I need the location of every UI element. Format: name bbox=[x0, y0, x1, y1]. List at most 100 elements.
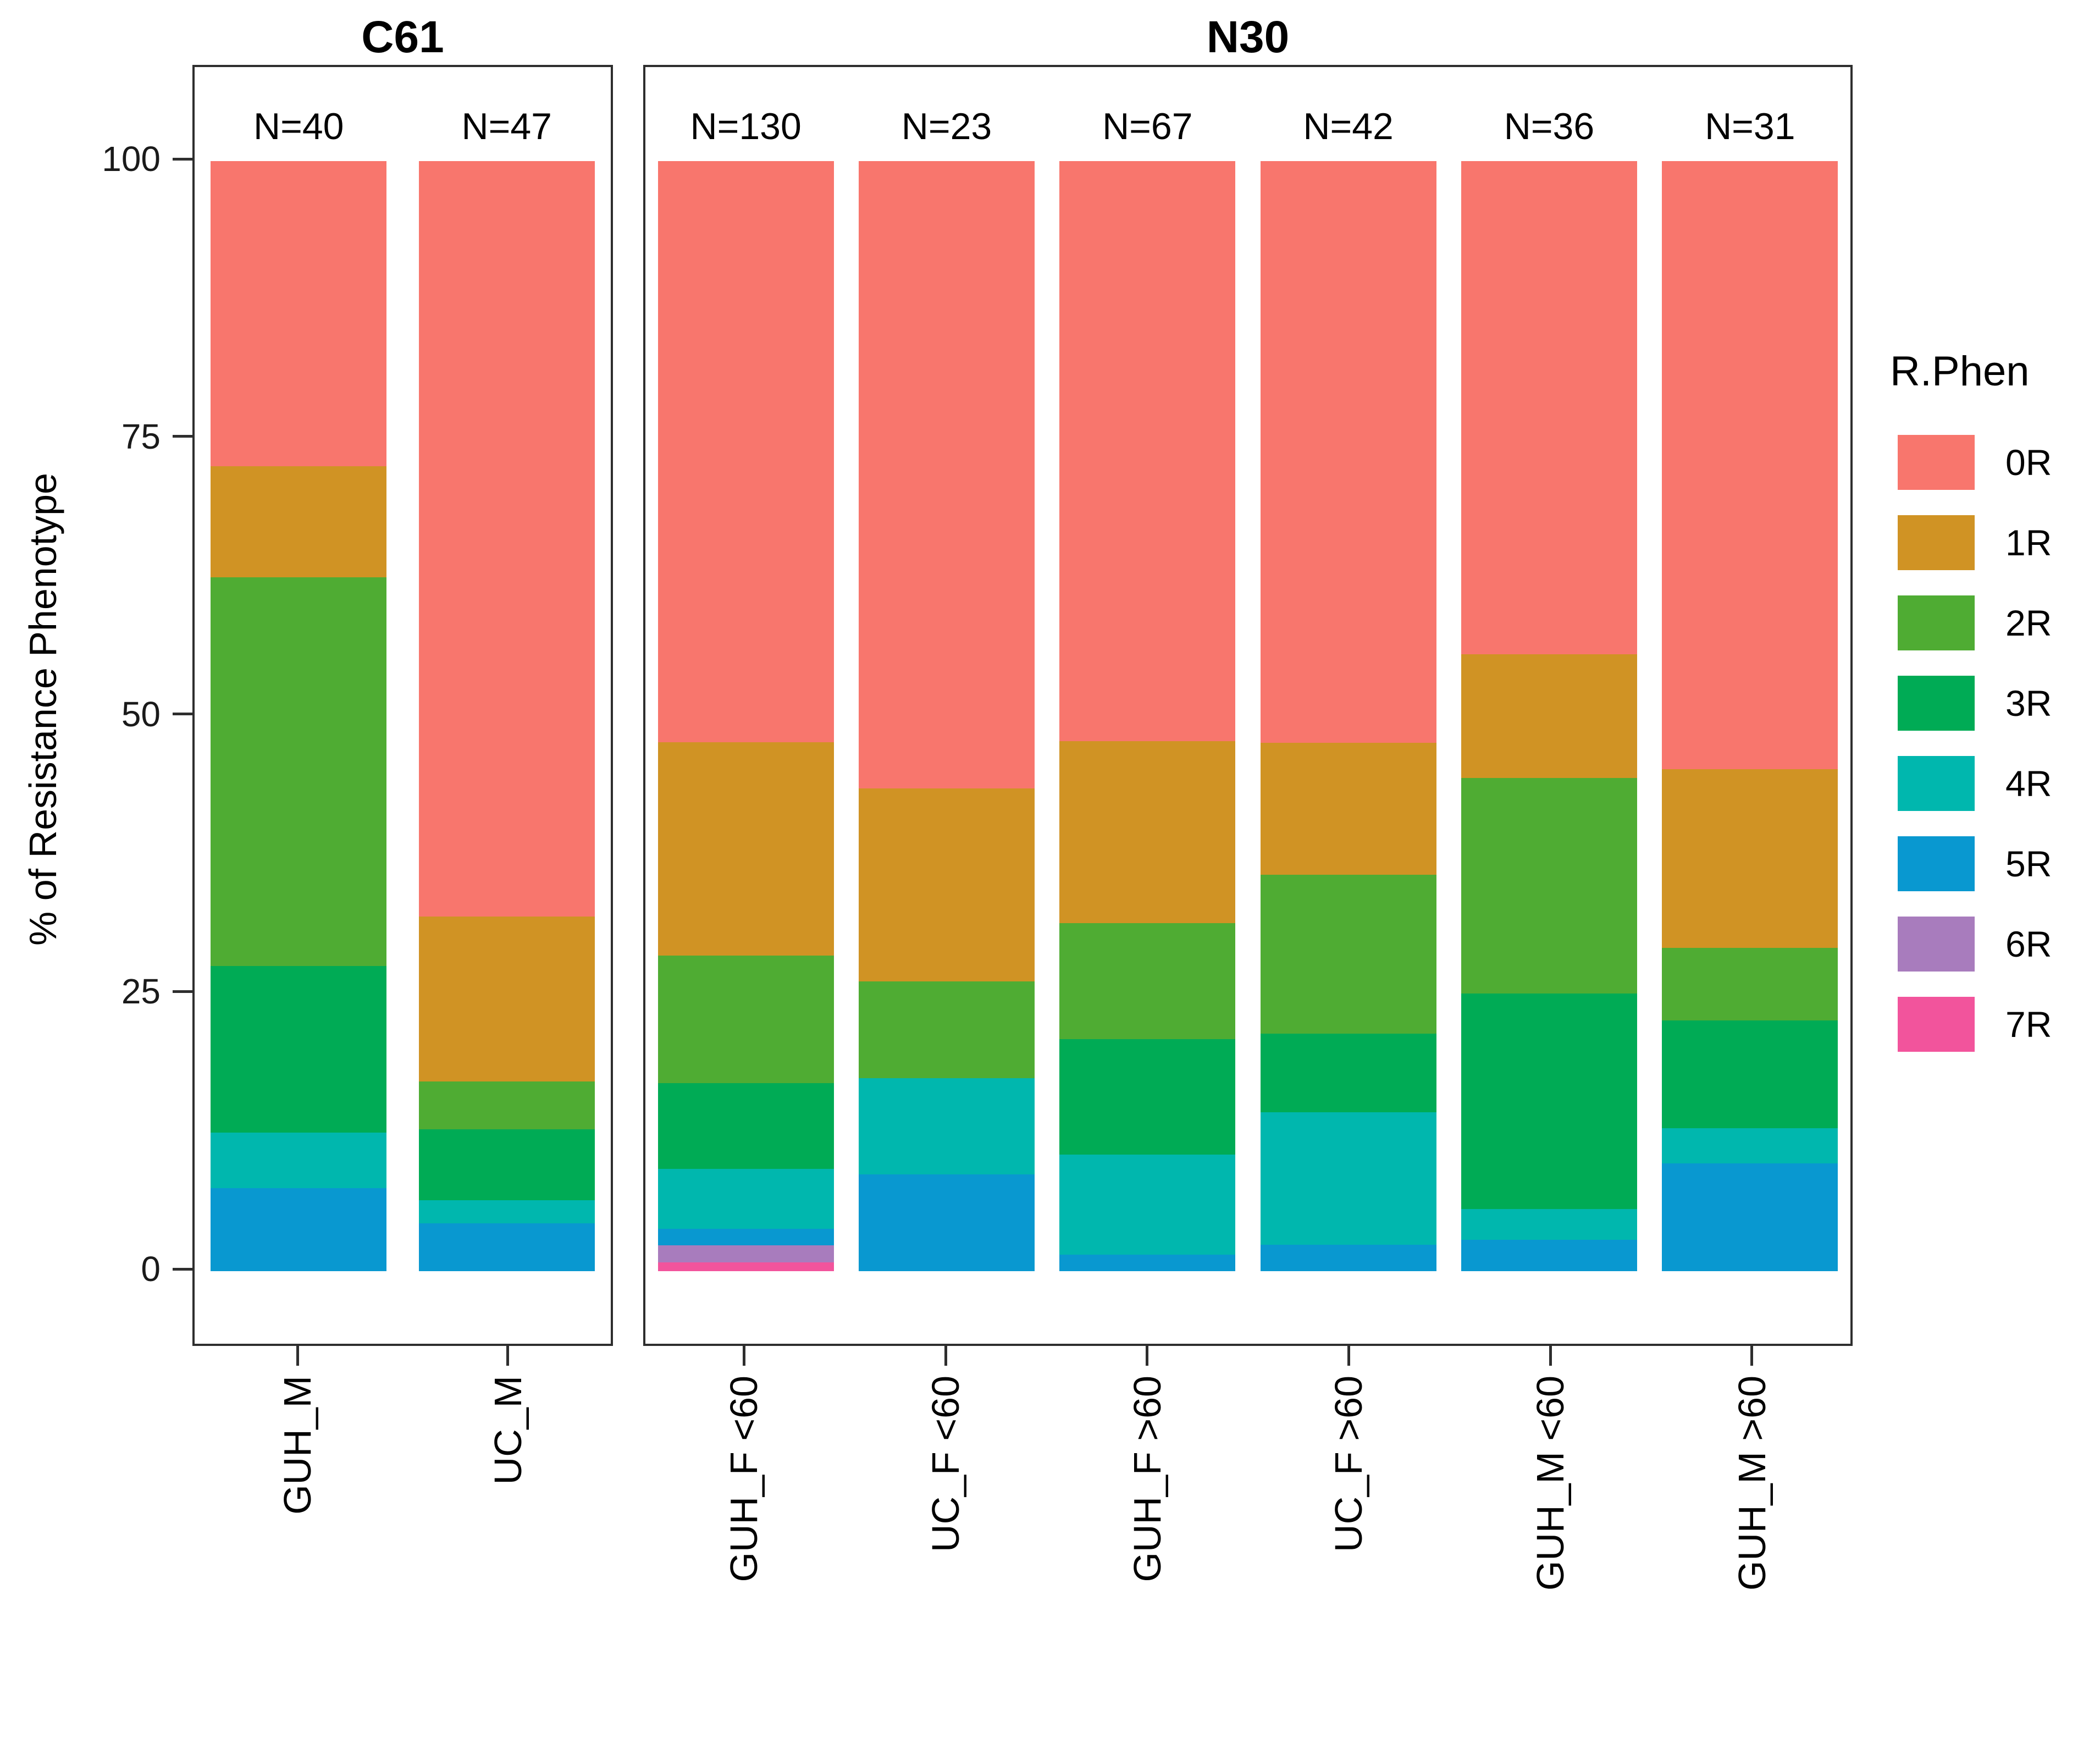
y-tick-mark bbox=[173, 990, 192, 993]
bar-segment-7R bbox=[657, 1262, 834, 1271]
legend-swatch-2R bbox=[1898, 595, 1975, 650]
x-label-slot: GUH_F >60 bbox=[1046, 1376, 1248, 1744]
bar-segment-5R bbox=[657, 1229, 834, 1246]
bar-segment-2R bbox=[657, 956, 834, 1084]
x-label-row: GUH_F <60 UC_F <60 GUH_F >60 UC_F >60 GUH_M … bbox=[643, 1376, 1853, 1744]
legend-item-3R: 3R bbox=[1890, 676, 2100, 731]
bar-segment-5R bbox=[1260, 1244, 1436, 1271]
bar-segment-0R bbox=[211, 161, 387, 467]
bar-segment-1R bbox=[418, 916, 595, 1082]
bar-slot-GUH_F >60: N=67 bbox=[1047, 67, 1248, 1344]
bar-segment-1R bbox=[657, 742, 834, 956]
x-tick-slot bbox=[192, 1346, 403, 1368]
bar-segment-0R bbox=[1059, 161, 1236, 741]
x-tick-row bbox=[192, 1346, 613, 1368]
bar-segment-2R bbox=[418, 1081, 595, 1129]
bar-segment-0R bbox=[858, 161, 1035, 788]
x-tick-mark bbox=[506, 1346, 510, 1366]
x-label-slot: UC_M bbox=[403, 1376, 614, 1744]
stacked-bar-UC_M bbox=[418, 161, 595, 1271]
x-label-slot: UC_F <60 bbox=[845, 1376, 1047, 1744]
x-axis-label-GUH_F >60: GUH_F >60 bbox=[1125, 1376, 1169, 1582]
x-axis-label-UC_F >60: UC_F >60 bbox=[1327, 1376, 1370, 1552]
bar-slot-GUH_M >60: N=31 bbox=[1650, 67, 1850, 1344]
legend-item-6R: 6R bbox=[1890, 917, 2100, 972]
bar-segment-5R bbox=[211, 1188, 387, 1271]
x-label-row: GUH_M UC_M bbox=[192, 1376, 613, 1744]
bar-segment-0R bbox=[657, 161, 834, 742]
legend: R.Phen 0R 1R 2R 3R 4R 5R 6R 7R bbox=[1890, 347, 2100, 1077]
bar-segment-1R bbox=[858, 788, 1035, 982]
x-axis-label-UC_F <60: UC_F <60 bbox=[924, 1376, 967, 1552]
bar-segment-1R bbox=[1461, 654, 1637, 778]
legend-swatch-3R bbox=[1898, 676, 1975, 731]
x-tick-mark bbox=[742, 1346, 745, 1366]
bar-slot-GUH_M: N=40 bbox=[195, 67, 403, 1344]
legend-item-2R: 2R bbox=[1890, 595, 2100, 650]
bar-segment-2R bbox=[1662, 948, 1838, 1020]
stacked-bar-UC_F >60 bbox=[1260, 161, 1436, 1271]
bar-segment-5R bbox=[1059, 1254, 1236, 1271]
stacked-bar-GUH_M >60 bbox=[1662, 161, 1838, 1271]
bar-segment-5R bbox=[858, 1174, 1035, 1271]
bar-segment-2R bbox=[211, 577, 387, 966]
bar-segment-5R bbox=[1461, 1240, 1637, 1271]
x-tick-row bbox=[643, 1346, 1853, 1368]
n-count-label: N=31 bbox=[1705, 106, 1795, 147]
bar-segment-2R bbox=[1461, 777, 1637, 994]
legend-item-7R: 7R bbox=[1890, 997, 2100, 1052]
stacked-bar-GUH_M bbox=[211, 161, 387, 1271]
bar-segment-3R bbox=[211, 965, 387, 1133]
legend-swatch-1R bbox=[1898, 515, 1975, 570]
bar-segment-3R bbox=[1461, 993, 1637, 1209]
bar-segment-4R bbox=[1662, 1128, 1838, 1164]
bar-segment-0R bbox=[1662, 161, 1838, 770]
legend-label: 5R bbox=[2005, 843, 2052, 884]
x-tick-mark bbox=[1146, 1346, 1149, 1366]
bar-segment-0R bbox=[1260, 161, 1436, 743]
x-tick-slot bbox=[845, 1346, 1047, 1368]
bar-segment-4R bbox=[418, 1200, 595, 1224]
x-tick-slot bbox=[1450, 1346, 1651, 1368]
bar-slot-GUH_F <60: N=130 bbox=[645, 67, 846, 1344]
legend-label: 2R bbox=[2005, 603, 2052, 643]
legend-label: 4R bbox=[2005, 763, 2052, 804]
bar-segment-6R bbox=[657, 1245, 834, 1262]
x-axis-label-GUH_M >60: GUH_M >60 bbox=[1730, 1376, 1773, 1591]
n-count-label: N=67 bbox=[1102, 106, 1193, 147]
facet-panel-N30: N=130 N=23 N=67 N=42 N=36 N=31 bbox=[643, 65, 1853, 1346]
bar-segment-4R bbox=[1260, 1112, 1436, 1245]
bar-segment-2R bbox=[858, 981, 1035, 1078]
legend-swatch-5R bbox=[1898, 836, 1975, 891]
x-axis-label-GUH_M <60: GUH_M <60 bbox=[1529, 1376, 1572, 1591]
x-tick-mark bbox=[1549, 1346, 1552, 1366]
legend-label: 1R bbox=[2005, 522, 2052, 563]
x-tick-slot bbox=[1651, 1346, 1853, 1368]
bar-segment-2R bbox=[1260, 875, 1436, 1034]
bar-segment-3R bbox=[1059, 1039, 1236, 1155]
y-tick-label-100: 100 bbox=[102, 139, 161, 179]
x-label-slot: GUH_F <60 bbox=[643, 1376, 845, 1744]
legend-label: 3R bbox=[2005, 683, 2052, 724]
bar-segment-4R bbox=[211, 1132, 387, 1188]
y-tick-mark bbox=[173, 713, 192, 715]
stacked-bar-GUH_F <60 bbox=[657, 161, 834, 1271]
legend-swatch-6R bbox=[1898, 917, 1975, 972]
y-tick-label-0: 0 bbox=[141, 1249, 161, 1289]
x-label-slot: GUH_M <60 bbox=[1450, 1376, 1651, 1744]
n-count-label: N=40 bbox=[253, 106, 344, 147]
y-tick-mark bbox=[173, 1267, 192, 1271]
n-count-label: N=23 bbox=[901, 106, 992, 147]
facet-title-N30: N30 bbox=[1206, 12, 1290, 62]
bar-segment-1R bbox=[1260, 742, 1436, 875]
x-axis-label-GUH_M: GUH_M bbox=[276, 1376, 319, 1515]
bar-slot-UC_F >60: N=42 bbox=[1248, 67, 1449, 1344]
bar-slot-UC_F <60: N=23 bbox=[846, 67, 1047, 1344]
y-tick-label-50: 50 bbox=[121, 694, 161, 734]
x-label-slot: UC_F >60 bbox=[1248, 1376, 1450, 1744]
n-count-label: N=47 bbox=[461, 106, 552, 147]
legend-item-0R: 0R bbox=[1890, 435, 2100, 490]
bar-slot-GUH_M <60: N=36 bbox=[1449, 67, 1649, 1344]
legend-item-1R: 1R bbox=[1890, 515, 2100, 570]
